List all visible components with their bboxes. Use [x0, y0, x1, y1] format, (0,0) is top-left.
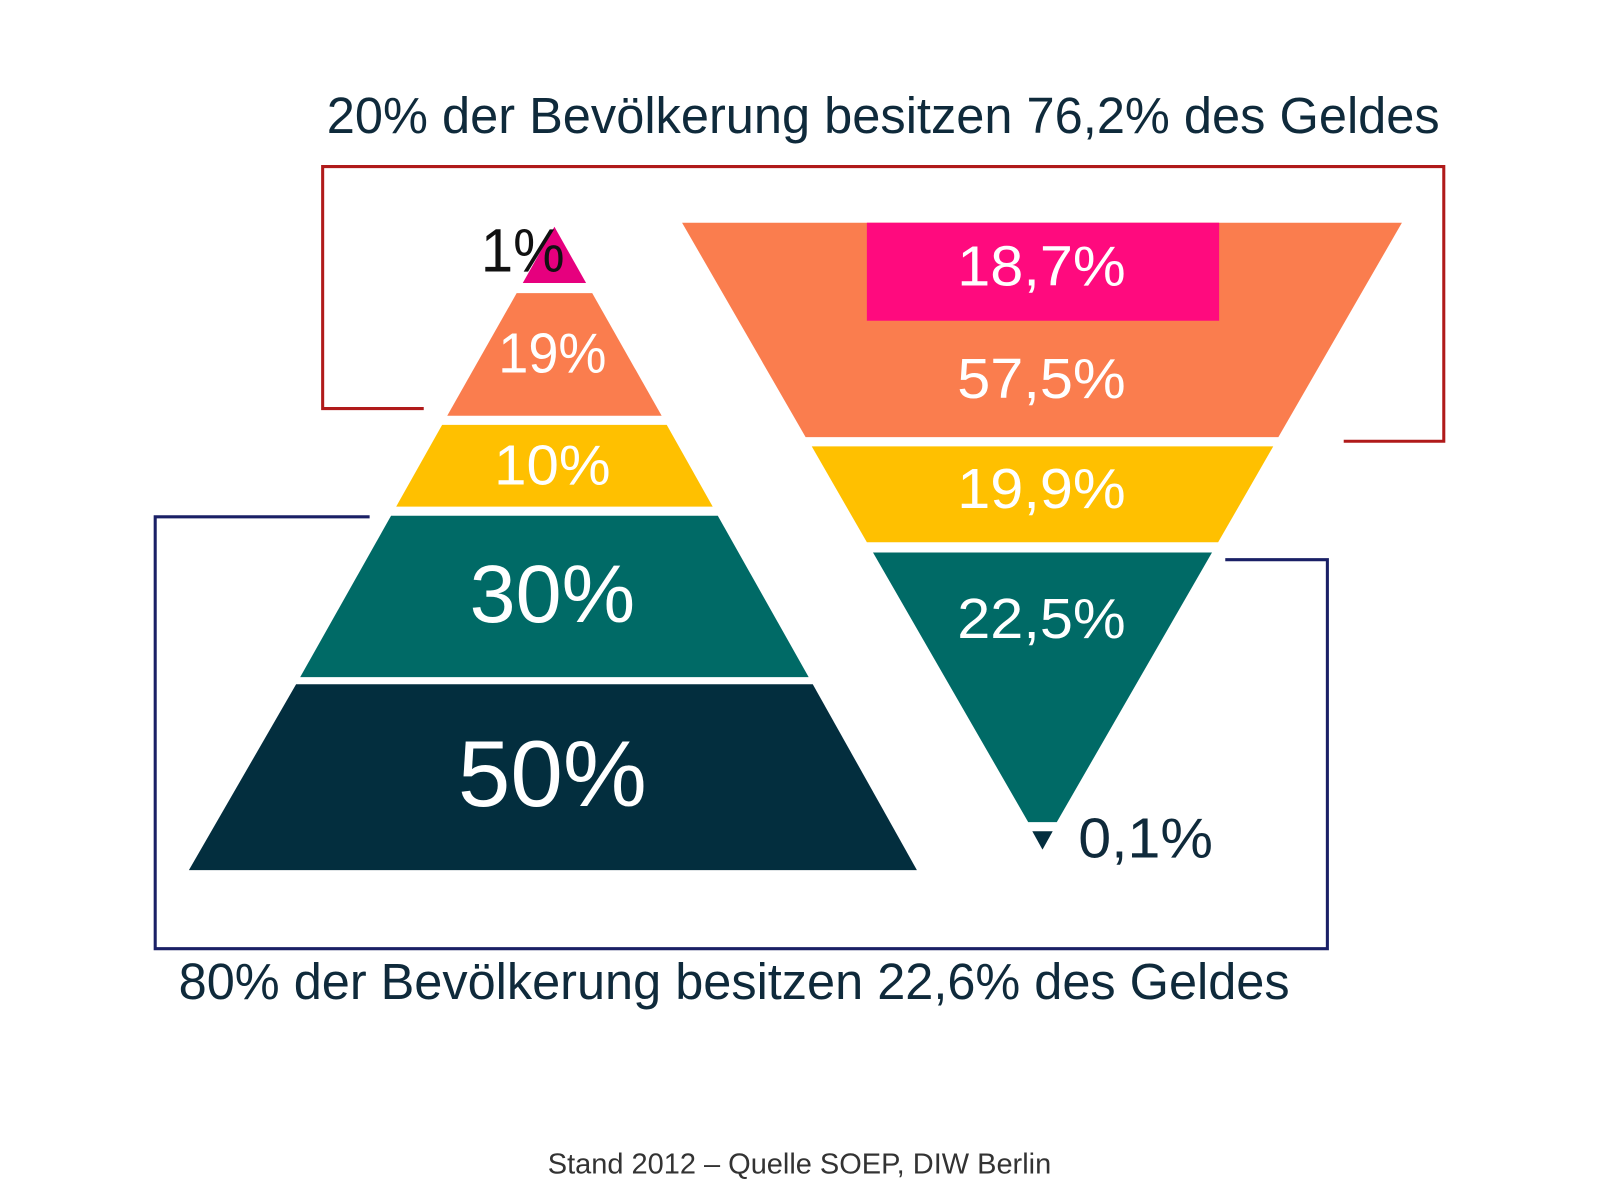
pyramid-segment — [300, 515, 809, 678]
inverted-segment — [873, 552, 1212, 823]
inverted-segment — [682, 222, 1402, 438]
segment-label: 10% — [494, 434, 610, 497]
pyramid-segment — [447, 293, 662, 416]
bracket-bottom — [153, 515, 1329, 951]
segment-label: 18,7% — [957, 235, 1125, 298]
bracket-top — [321, 165, 1446, 443]
segment-label: 30% — [470, 549, 635, 640]
footer: Stand 2012 – Quelle SOEP, DIW Berlin — [548, 1149, 1051, 1181]
segment-label: 50% — [458, 721, 647, 826]
headline-bottom: 80% der Bevölkerung besitzen 22,6% des G… — [179, 953, 1290, 1010]
inverted-segment — [866, 222, 1220, 321]
pyramid-segment — [396, 424, 713, 507]
segment-label: 1% — [481, 217, 565, 285]
segment-label: 0,1% — [1078, 806, 1213, 869]
headline-top: 20% der Bevölkerung besitzen 76,2% des G… — [327, 87, 1440, 144]
segment-label: 57,5% — [957, 347, 1125, 410]
segment-label: 19% — [498, 321, 606, 384]
pyramid-segment — [522, 226, 587, 283]
segment-label: 19,9% — [957, 457, 1125, 520]
pyramid-segment — [188, 684, 917, 871]
inverted-segment — [811, 446, 1274, 543]
segment-label: 22,5% — [957, 587, 1125, 650]
inverted-segment — [1032, 831, 1053, 850]
